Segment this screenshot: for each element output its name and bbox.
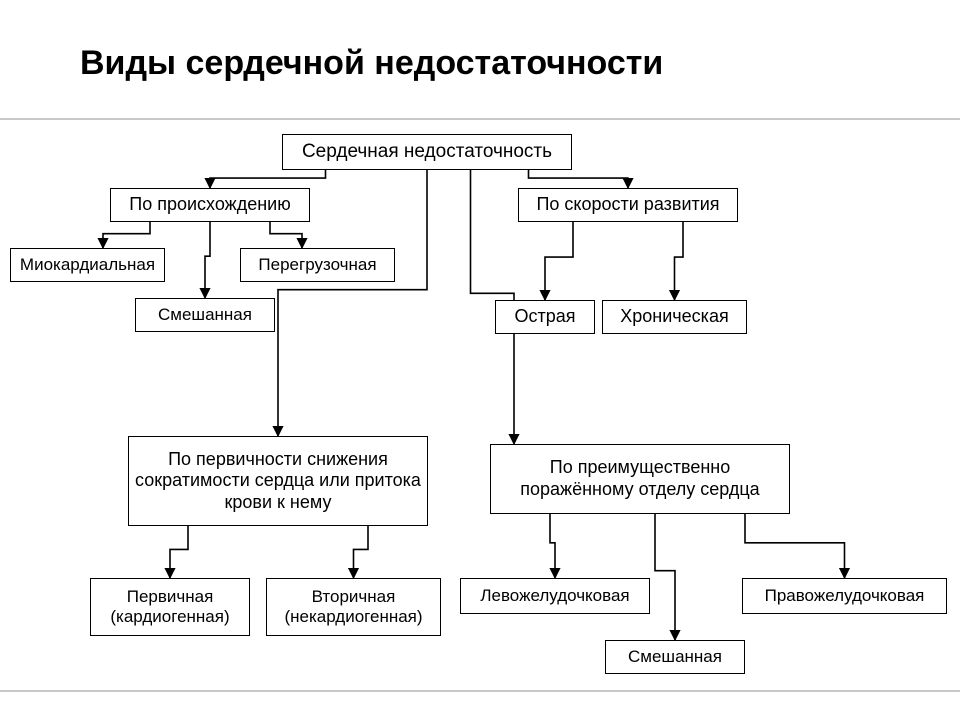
node-mixed1: Смешанная xyxy=(135,298,275,332)
node-chronic: Хроническая xyxy=(602,300,747,334)
edge-speed-to-acute xyxy=(545,222,573,300)
edge-primary_crit-to-primary xyxy=(170,526,188,578)
node-root: Сердечная недостаточность xyxy=(282,134,572,170)
node-mixed2: Смешанная xyxy=(605,640,745,674)
node-by_section: По преимущественно поражённому отделу се… xyxy=(490,444,790,514)
separator-line xyxy=(0,118,960,120)
edge-by_section-to-lv xyxy=(550,514,555,578)
node-acute: Острая xyxy=(495,300,595,334)
page-title: Виды сердечной недостаточности xyxy=(80,44,663,83)
edge-root-to-origin xyxy=(210,170,326,188)
node-origin: По происхождению xyxy=(110,188,310,222)
edge-speed-to-chronic xyxy=(675,222,684,300)
node-rv: Правожелудочковая xyxy=(742,578,947,614)
edge-origin-to-overload xyxy=(270,222,302,248)
diagram-canvas: Виды сердечной недостаточности Сердечная… xyxy=(0,0,960,720)
node-primary_crit: По первичности снижения сократимости сер… xyxy=(128,436,428,526)
node-overload: Перегрузочная xyxy=(240,248,395,282)
edge-root-to-speed xyxy=(529,170,629,188)
edge-origin-to-myo xyxy=(103,222,150,248)
node-secondary: Вторичная (некардиогенная) xyxy=(266,578,441,636)
edge-primary_crit-to-secondary xyxy=(354,526,369,578)
node-primary: Первичная (кардиогенная) xyxy=(90,578,250,636)
separator-line xyxy=(0,690,960,692)
edge-origin-to-mixed1 xyxy=(205,222,210,298)
edge-by_section-to-rv xyxy=(745,514,845,578)
node-lv: Левожелудочковая xyxy=(460,578,650,614)
node-speed: По скорости развития xyxy=(518,188,738,222)
edge-by_section-to-mixed2 xyxy=(655,514,675,640)
node-myo: Миокардиальная xyxy=(10,248,165,282)
